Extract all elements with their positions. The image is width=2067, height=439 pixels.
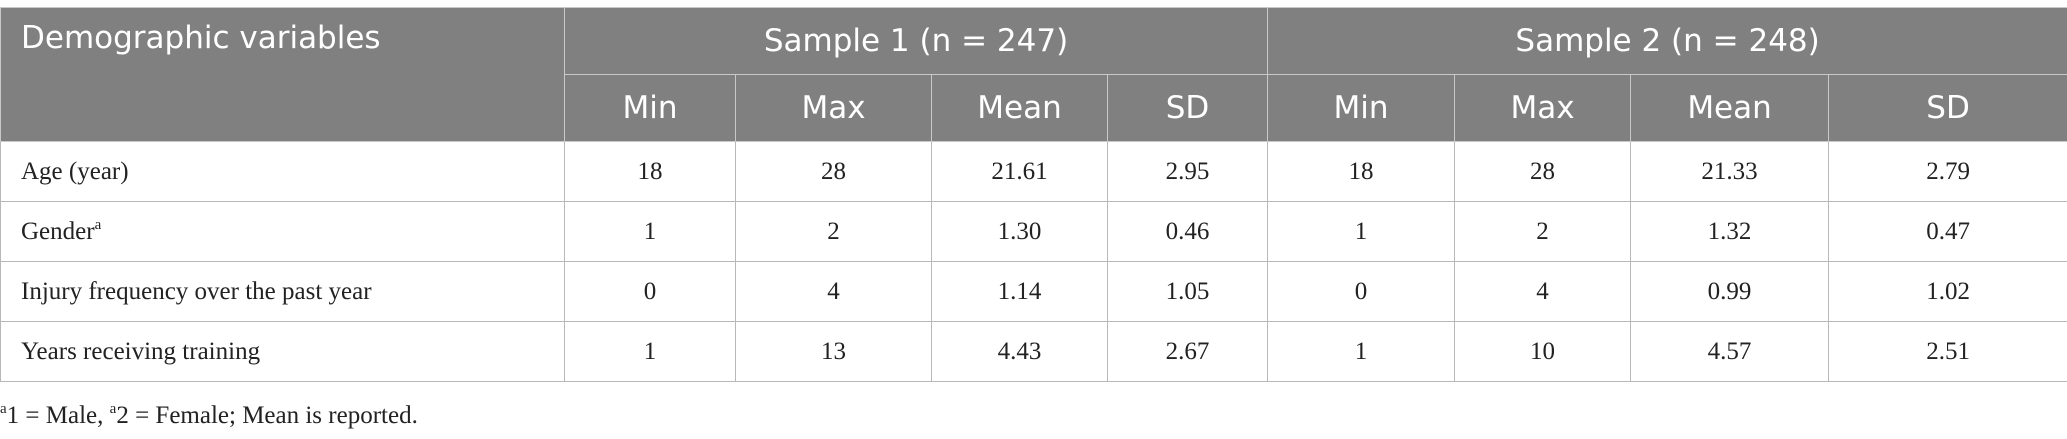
table-cell: 1.02	[1828, 261, 2067, 322]
table-cell: 1	[1267, 201, 1456, 262]
group-header: Sample 1 (n = 247)	[563, 7, 1269, 75]
table-cell: 4.57	[1630, 321, 1830, 382]
table-cell: 1	[564, 201, 736, 262]
group-header: Sample 2 (n = 248)	[1267, 7, 2067, 75]
column-header: Mean	[931, 74, 1108, 142]
table-cell: 10	[1454, 321, 1632, 382]
table-cell: 28	[735, 141, 932, 202]
table-cell: 2.95	[1106, 141, 1269, 202]
table-cell: 1.14	[931, 261, 1108, 322]
table-cell: 1	[564, 321, 736, 382]
table-cell: 21.33	[1630, 141, 1830, 202]
table-cell: 2.51	[1828, 321, 2067, 382]
column-header: Min	[1267, 74, 1456, 142]
column-header: Mean	[1630, 74, 1830, 142]
column-header: SD	[1828, 74, 2067, 142]
table-cell: 2.79	[1828, 141, 2067, 202]
row-label: Gendera	[0, 201, 565, 262]
table-cell: 4	[1454, 261, 1632, 322]
superscript: a	[109, 401, 117, 417]
column-header: Max	[735, 74, 932, 142]
column-header: Min	[564, 74, 736, 142]
row-label: Age (year)	[0, 141, 565, 202]
table-cell: 18	[1267, 141, 1456, 202]
table-cell: 0	[564, 261, 736, 322]
label-text: Gender	[21, 218, 95, 245]
table-cell: 0.46	[1106, 201, 1269, 262]
column-header: Max	[1454, 74, 1632, 142]
header-row: Demographic variables Sample 1 (n = 247) S…	[0, 7, 2067, 142]
footnote: a1 = Male, a2 = Female; Mean is reported…	[0, 401, 418, 430]
table-row: Years receiving training 1 13 4.43 2.67 1 10 4.…	[0, 321, 2067, 382]
label-text: Age (year)	[21, 157, 129, 185]
footnote-text: 2 = Female; Mean is reported.	[116, 402, 418, 429]
header-row: Min Max Mean SD Min Max Mean SD	[1, 74, 2067, 142]
row-label: Years receiving training	[0, 321, 565, 382]
footnote-text: 1 = Male,	[6, 402, 110, 429]
table-body: Age (year) 18 28 21.61 2.95 18 28 21.33 2.79 Gend…	[0, 141, 2067, 382]
table-cell: 2.67	[1106, 321, 1269, 382]
table-cell: 2	[735, 201, 932, 262]
table-cell: 2	[1454, 201, 1632, 262]
table-row: Injury frequency over the past year 0 4 1.1…	[0, 261, 2067, 322]
table-row: Gendera 1 2 1.30 0.46 1 2 1.32 0.47	[0, 201, 2067, 262]
table-cell: 1.32	[1630, 201, 1830, 262]
superscript: a	[0, 401, 7, 417]
label-text: Years receiving training	[21, 337, 261, 365]
table-cell: 4.43	[931, 321, 1108, 382]
table-header: Demographic variables Sample 1 (n = 247) S…	[0, 7, 2067, 142]
label-text: Injury frequency over the past year	[21, 277, 372, 305]
table-cell: 28	[1454, 141, 1632, 202]
table-cell: 13	[735, 321, 932, 382]
column-header: SD	[1106, 74, 1269, 142]
table-cell: 0	[1267, 261, 1456, 322]
data-table: Demographic variables Sample 1 (n = 247) S…	[0, 7, 2067, 382]
table-cell: 0.99	[1630, 261, 1830, 322]
superscript: a	[94, 217, 102, 233]
table-cell: 18	[564, 141, 736, 202]
row-label: Injury frequency over the past year	[0, 261, 565, 322]
table-cell: 0.47	[1828, 201, 2067, 262]
table-cell: 1.30	[931, 201, 1108, 262]
table-cell: 21.61	[931, 141, 1108, 202]
table-cell: 4	[735, 261, 932, 322]
table-cell: 1.05	[1106, 261, 1269, 322]
table-cell: 1	[1267, 321, 1456, 382]
header-cell: Demographic variables	[0, 7, 565, 142]
table-row: Age (year) 18 28 21.61 2.95 18 28 21.33 2.79	[0, 141, 2067, 202]
